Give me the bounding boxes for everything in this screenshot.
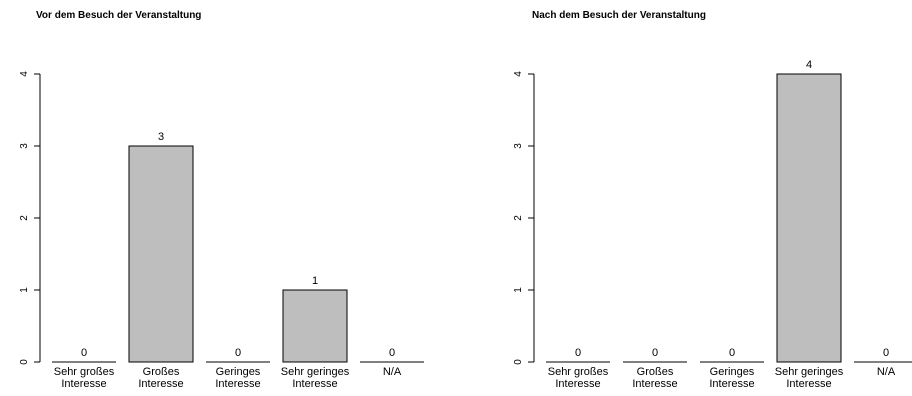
bar-value-label: 0: [652, 347, 658, 359]
bar-value-label: 0: [81, 347, 87, 359]
bar-value-label: 0: [883, 347, 889, 359]
x-category-label: N/A: [383, 366, 402, 378]
x-category-label: Interesse: [61, 378, 106, 390]
y-tick-label: 2: [513, 215, 524, 221]
x-category-label: Sehr großes: [548, 366, 609, 378]
y-tick-label: 1: [513, 287, 524, 293]
x-category-label: Interesse: [632, 378, 677, 390]
x-category-label: Interesse: [292, 378, 337, 390]
y-tick-label: 4: [19, 71, 30, 77]
x-category-label: Geringes: [710, 366, 755, 378]
bar-value-label: 4: [806, 59, 812, 71]
y-tick-label: 2: [19, 215, 30, 221]
x-category-label: Interesse: [709, 378, 754, 390]
x-category-label: Sehr großes: [54, 366, 115, 378]
x-category-label: Geringes: [216, 366, 261, 378]
x-category-label: Interesse: [555, 378, 600, 390]
bar-value-label: 1: [312, 275, 318, 287]
bar-value-label: 3: [158, 131, 164, 143]
bar: [776, 73, 842, 363]
bar: [282, 289, 348, 363]
x-category-label: Sehr geringes: [775, 366, 844, 378]
chart-panel-after: Nach dem Besuch der Veranstaltung 0 1 2 3 4 0…: [513, 10, 912, 390]
bar-value-label: 0: [575, 347, 581, 359]
x-category-label: Interesse: [215, 378, 260, 390]
chart-title-before: Vor dem Besuch der Veranstaltung: [36, 10, 201, 21]
x-category-label: Großes: [143, 366, 180, 378]
x-category-label: Großes: [637, 366, 674, 378]
x-category-label: Interesse: [786, 378, 831, 390]
y-tick-label: 3: [19, 143, 30, 149]
chart-panel-before: Vor dem Besuch der Veranstaltung 0 1 2 3 4 0 S…: [19, 10, 424, 390]
y-tick-label: 1: [19, 287, 30, 293]
bar-value-label: 0: [235, 347, 241, 359]
x-category-label: Interesse: [138, 378, 183, 390]
bar-value-label: 0: [729, 347, 735, 359]
bar-value-label: 0: [389, 347, 395, 359]
y-tick-label: 0: [19, 359, 30, 365]
x-category-label: N/A: [877, 366, 896, 378]
chart-title-after: Nach dem Besuch der Veranstaltung: [532, 10, 706, 21]
y-tick-label: 3: [513, 143, 524, 149]
y-tick-label: 4: [513, 71, 524, 77]
bar: [128, 145, 194, 363]
y-tick-label: 0: [513, 359, 524, 365]
x-category-label: Sehr geringes: [281, 366, 350, 378]
